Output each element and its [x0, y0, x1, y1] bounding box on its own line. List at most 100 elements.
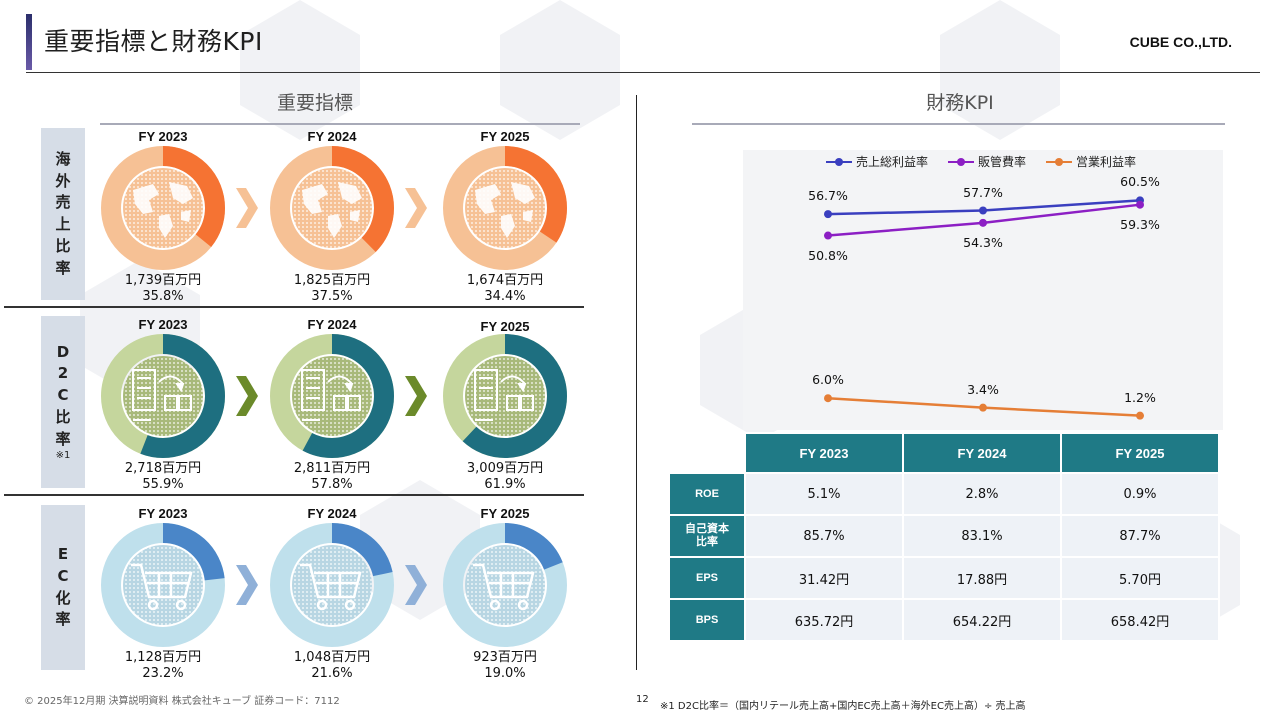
donut-center — [123, 356, 203, 436]
legend-label: 販管費率 — [978, 155, 1027, 169]
chevron-right-icon — [405, 188, 427, 228]
chart-legend: 売上総利益率 販管費率 営業利益率 — [826, 153, 1136, 170]
page-title: 重要指標と財務KPI — [44, 27, 263, 56]
fiscal-year-label: FY 2023 — [138, 506, 188, 521]
row-label-char: 上 — [55, 215, 71, 233]
data-label: 59.3% — [1120, 216, 1160, 232]
indicator-values: 1,048百万円 21.6% — [262, 650, 402, 682]
shopping-cart-icon — [473, 563, 535, 611]
fiscal-year-label: FY 2024 — [307, 506, 357, 521]
row-label-char: E — [57, 545, 69, 563]
row-separator — [4, 494, 584, 496]
table-cell: 31.42円 — [744, 556, 904, 600]
donut-center — [465, 545, 545, 625]
indicator-values: 3,009百万円 61.9% — [435, 461, 575, 493]
ratio-arc — [101, 523, 225, 647]
table-cell: 17.88円 — [902, 556, 1062, 600]
line-chart — [824, 196, 1144, 420]
table-cell: 654.22円 — [902, 598, 1062, 642]
ratio-arc — [443, 334, 567, 458]
store-to-customer-icon — [132, 369, 192, 421]
indicator-values: 923百万円 19.0% — [435, 650, 575, 682]
data-point — [979, 403, 987, 412]
row-label-0: 海外売上比率 — [41, 128, 85, 300]
row-label-char: 2 — [57, 364, 69, 383]
amount-value: 2,718百万円 — [124, 461, 202, 476]
percent-value: 19.0% — [484, 666, 526, 681]
donut-center — [465, 168, 545, 248]
percent-value: 57.8% — [311, 477, 353, 492]
row-label-char: 外 — [55, 171, 71, 190]
ratio-donut — [101, 146, 225, 270]
table-header-row: FY 2023 FY 2024 FY 2025 — [668, 432, 1220, 474]
data-point — [1136, 411, 1144, 420]
amount-value: 1,674百万円 — [466, 273, 544, 288]
indicator-values: 2,718百万円 55.9% — [93, 461, 233, 493]
data-point — [824, 394, 832, 403]
globe-icon — [475, 182, 535, 238]
data-point — [1136, 200, 1144, 209]
percent-value: 23.2% — [142, 666, 184, 681]
ratio-donut — [270, 334, 394, 458]
header-rule — [26, 72, 1260, 73]
legend-swatch — [1046, 157, 1073, 167]
data-point — [979, 218, 987, 227]
ratio-arc — [101, 334, 225, 458]
indicator-values: 1,128百万円 23.2% — [93, 650, 233, 682]
chevron-right-icon — [236, 188, 258, 228]
percent-value: 55.9% — [142, 477, 184, 492]
percent-value: 61.9% — [484, 477, 526, 492]
ratio-donut — [443, 523, 567, 647]
donut-center — [123, 168, 203, 248]
table-cell: 2.8% — [902, 472, 1062, 516]
legend-item: 売上総利益率 — [826, 153, 928, 170]
percent-value: 34.4% — [484, 289, 526, 304]
store-to-customer-icon — [301, 369, 361, 421]
amount-value: 1,825百万円 — [293, 273, 371, 288]
column-header: FY 2025 — [1060, 432, 1220, 474]
row-header: EPS — [668, 556, 746, 600]
ratio-arc — [101, 146, 225, 270]
table-cell: 635.72円 — [744, 598, 904, 642]
table-cell: 5.70円 — [1060, 556, 1220, 600]
row-label-char: 化 — [55, 588, 71, 607]
company-name: CUBE CO.,LTD. — [1129, 34, 1232, 50]
ratio-arc — [270, 146, 394, 270]
table-cell: 5.1% — [744, 472, 904, 516]
ratio-donut — [443, 146, 567, 270]
table-row-eps: EPS 31.42円 17.88円 5.70円 — [668, 556, 1220, 600]
right-section-rule — [692, 123, 1225, 125]
ratio-arc — [443, 146, 567, 270]
row-label-1: D 2 C 比率 ※1 — [41, 316, 85, 488]
data-label: 3.4% — [967, 381, 999, 397]
data-point — [824, 210, 832, 219]
row-label-char: 率 — [55, 429, 71, 448]
ratio-donut — [101, 334, 225, 458]
footnote: ※1 D2C比率＝（国内リテール売上高+国内EC売上高＋海外EC売上高）÷ 売上… — [660, 701, 1026, 712]
table-cell: 0.9% — [1060, 472, 1220, 516]
data-point — [979, 206, 987, 215]
data-label: 1.2% — [1124, 389, 1156, 405]
ratio-donut — [270, 523, 394, 647]
table-cell: 83.1% — [902, 514, 1062, 558]
ratio-donut — [443, 334, 567, 458]
data-label: 50.8% — [808, 247, 848, 263]
chevron-right-icon — [405, 376, 427, 416]
chart-panel — [743, 150, 1223, 430]
row-label-char: 比 — [55, 236, 71, 255]
page-number: 12 — [636, 694, 649, 705]
fiscal-year-label: FY 2025 — [480, 319, 530, 334]
chevron-right-icon — [405, 565, 427, 605]
store-to-customer-icon — [474, 369, 534, 421]
donut-center — [465, 356, 545, 436]
amount-value: 1,048百万円 — [293, 650, 371, 665]
row-separator — [4, 306, 584, 308]
indicator-values: 1,674百万円 34.4% — [435, 273, 575, 305]
fiscal-year-label: FY 2025 — [480, 129, 530, 144]
shopping-cart-icon — [131, 563, 193, 611]
ratio-donut — [270, 146, 394, 270]
table-cell: 87.7% — [1060, 514, 1220, 558]
row-header: 自己資本 比率 — [668, 514, 746, 558]
row-label-note: ※1 — [55, 450, 71, 462]
data-label: 54.3% — [963, 234, 1003, 250]
